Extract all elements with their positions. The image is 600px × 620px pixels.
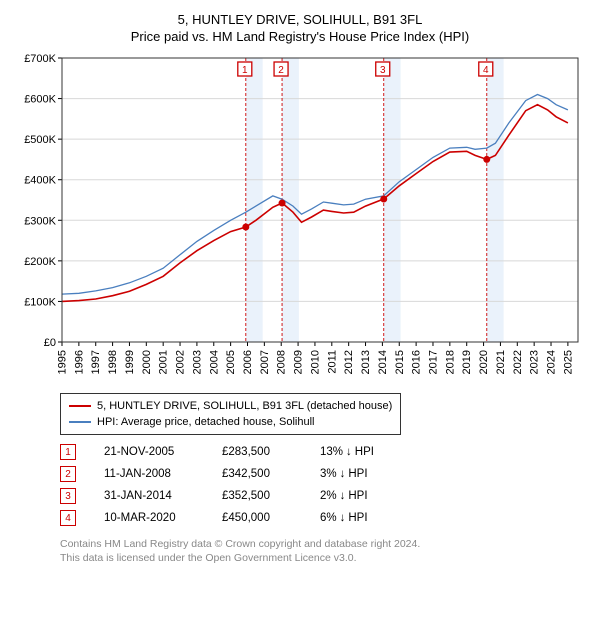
svg-text:2016: 2016 xyxy=(411,350,423,374)
chart-container: 5, HUNTLEY DRIVE, SOLIHULL, B91 3FL Pric… xyxy=(0,0,600,579)
svg-text:2018: 2018 xyxy=(444,350,456,374)
sale-price: £450,000 xyxy=(222,512,292,524)
footer-attribution: Contains HM Land Registry data © Crown c… xyxy=(60,537,586,565)
svg-text:1999: 1999 xyxy=(124,350,136,374)
sale-marker: 3 xyxy=(60,488,76,504)
down-arrow-icon: ↓ xyxy=(340,512,346,524)
svg-text:£400K: £400K xyxy=(24,175,56,187)
svg-text:2021: 2021 xyxy=(495,350,507,374)
sale-diff: 2%↓HPI xyxy=(320,490,368,502)
svg-text:2010: 2010 xyxy=(309,350,321,374)
sale-date: 31-JAN-2014 xyxy=(104,490,194,502)
sale-price: £283,500 xyxy=(222,446,292,458)
chart-svg: £0 £100K £200K £300K £400K £500K £600K £700K 1 2 3… xyxy=(14,52,586,382)
sale-diff: 13%↓HPI xyxy=(320,446,374,458)
sale-marker: 4 xyxy=(60,510,76,526)
svg-text:2003: 2003 xyxy=(191,350,203,374)
sale-date: 10-MAR-2020 xyxy=(104,512,194,524)
svg-text:£500K: £500K xyxy=(24,134,56,146)
sale-marker: 2 xyxy=(60,466,76,482)
svg-text:2014: 2014 xyxy=(377,350,389,374)
svg-text:£300K: £300K xyxy=(24,215,56,227)
svg-text:2004: 2004 xyxy=(208,350,220,374)
sale-date: 11-JAN-2008 xyxy=(104,468,194,480)
sale-marker: 1 xyxy=(60,444,76,460)
svg-text:£0: £0 xyxy=(44,337,56,349)
svg-text:2025: 2025 xyxy=(562,350,574,374)
svg-text:£700K: £700K xyxy=(24,53,56,65)
svg-text:£600K: £600K xyxy=(24,94,56,106)
down-arrow-icon: ↓ xyxy=(340,490,346,502)
legend-swatch xyxy=(69,421,91,423)
chart-title-line2: Price paid vs. HM Land Registry's House … xyxy=(14,29,586,44)
footer-line2: This data is licensed under the Open Gov… xyxy=(60,551,586,565)
svg-text:2002: 2002 xyxy=(175,350,187,374)
svg-text:2012: 2012 xyxy=(343,350,355,374)
down-arrow-icon: ↓ xyxy=(340,468,346,480)
svg-text:2008: 2008 xyxy=(276,350,288,374)
svg-text:2023: 2023 xyxy=(529,350,541,374)
down-arrow-icon: ↓ xyxy=(346,446,352,458)
svg-text:£200K: £200K xyxy=(24,256,56,268)
svg-text:2024: 2024 xyxy=(546,350,558,374)
legend: 5, HUNTLEY DRIVE, SOLIHULL, B91 3FL (det… xyxy=(60,393,401,435)
svg-text:2020: 2020 xyxy=(478,350,490,374)
legend-label: 5, HUNTLEY DRIVE, SOLIHULL, B91 3FL (det… xyxy=(97,398,392,414)
svg-text:2017: 2017 xyxy=(428,350,440,374)
svg-text:3: 3 xyxy=(380,65,386,76)
svg-text:£100K: £100K xyxy=(24,296,56,308)
svg-text:1995: 1995 xyxy=(57,350,69,374)
sale-price: £342,500 xyxy=(222,468,292,480)
svg-text:2022: 2022 xyxy=(512,350,524,374)
svg-text:1: 1 xyxy=(242,65,248,76)
svg-text:1996: 1996 xyxy=(73,350,85,374)
sales-row: 3 31-JAN-2014 £352,500 2%↓HPI xyxy=(60,485,586,507)
sale-date: 21-NOV-2005 xyxy=(104,446,194,458)
sales-row: 2 11-JAN-2008 £342,500 3%↓HPI xyxy=(60,463,586,485)
svg-text:1998: 1998 xyxy=(107,350,119,374)
chart-plot: £0 £100K £200K £300K £400K £500K £600K £700K 1 2 3… xyxy=(14,52,586,387)
legend-item: 5, HUNTLEY DRIVE, SOLIHULL, B91 3FL (det… xyxy=(69,398,392,414)
sales-row: 4 10-MAR-2020 £450,000 6%↓HPI xyxy=(60,507,586,529)
legend-item: HPI: Average price, detached house, Soli… xyxy=(69,414,392,430)
sales-table: 1 21-NOV-2005 £283,500 13%↓HPI 2 11-JAN-2008 £… xyxy=(60,441,586,529)
footer-line1: Contains HM Land Registry data © Crown c… xyxy=(60,537,586,551)
svg-text:2011: 2011 xyxy=(326,350,338,374)
svg-text:2000: 2000 xyxy=(141,350,153,374)
svg-text:2013: 2013 xyxy=(360,350,372,374)
svg-text:2019: 2019 xyxy=(461,350,473,374)
svg-text:2005: 2005 xyxy=(225,350,237,374)
svg-text:4: 4 xyxy=(483,65,489,76)
sale-price: £352,500 xyxy=(222,490,292,502)
svg-text:2007: 2007 xyxy=(259,350,271,374)
svg-text:2001: 2001 xyxy=(158,350,170,374)
sale-diff: 3%↓HPI xyxy=(320,468,368,480)
sale-diff: 6%↓HPI xyxy=(320,512,368,524)
svg-text:1997: 1997 xyxy=(90,350,102,374)
chart-title-line1: 5, HUNTLEY DRIVE, SOLIHULL, B91 3FL xyxy=(14,12,586,27)
legend-label: HPI: Average price, detached house, Soli… xyxy=(97,414,315,430)
legend-swatch xyxy=(69,405,91,407)
svg-text:2: 2 xyxy=(278,65,284,76)
svg-text:2015: 2015 xyxy=(394,350,406,374)
svg-text:2006: 2006 xyxy=(242,350,254,374)
sales-row: 1 21-NOV-2005 £283,500 13%↓HPI xyxy=(60,441,586,463)
svg-text:2009: 2009 xyxy=(293,350,305,374)
